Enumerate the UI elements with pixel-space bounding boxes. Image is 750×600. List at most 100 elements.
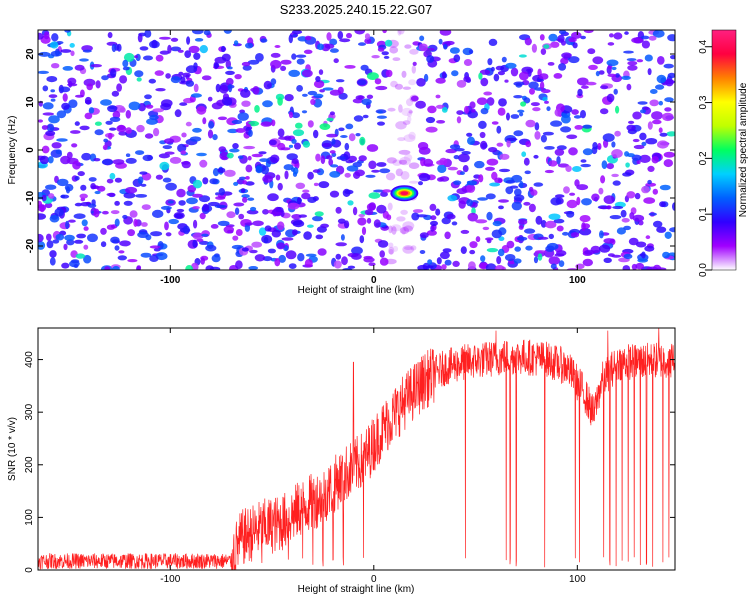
heatmap-cell <box>606 59 619 67</box>
heatmap-cell <box>518 54 527 58</box>
heatmap-cell <box>554 108 562 117</box>
snr-y-ticks: 0 100 200 300 400 <box>24 351 675 573</box>
heatmap-cell <box>46 76 58 83</box>
snr-x-ticks: -100 0 100 <box>160 328 586 585</box>
heatmap-cell <box>186 197 198 205</box>
heatmap-cell <box>501 56 507 63</box>
heatmap-cell <box>487 58 493 66</box>
heatmap-cell <box>250 206 257 212</box>
heatmap-cell <box>538 73 549 80</box>
heatmap-cell <box>444 259 452 266</box>
heatmap-cell <box>360 64 369 71</box>
heatmap-cell <box>439 157 448 165</box>
heatmap-cell <box>303 231 312 240</box>
heatmap-cell <box>479 131 486 139</box>
heatmap-cell <box>606 163 614 170</box>
heatmap-cell <box>429 203 437 211</box>
heatmap-cell <box>277 221 285 231</box>
heatmap-cell <box>570 232 580 238</box>
heatmap-cell <box>652 119 662 125</box>
heatmap-cell <box>458 200 466 209</box>
heatmap-cell <box>87 203 97 208</box>
heatmap-cell <box>352 206 358 216</box>
heatmap-cell <box>510 67 519 77</box>
heatmap-cell <box>528 203 536 213</box>
heatmap-cell <box>102 144 108 151</box>
heatmap-cell <box>611 254 622 258</box>
heatmap-cell <box>456 110 464 115</box>
heatmap-cell <box>410 245 417 251</box>
heatmap-cell <box>451 221 458 226</box>
heatmap-cell <box>494 177 503 184</box>
heatmap-cell <box>346 32 352 39</box>
heatmap-cell <box>411 65 416 74</box>
heatmap-cell <box>597 142 602 151</box>
heatmap-cell <box>592 56 604 65</box>
heatmap-cell <box>64 234 75 241</box>
heatmap-cell <box>494 265 505 270</box>
heatmap-cell <box>388 246 395 255</box>
heatmap-cell <box>485 193 496 200</box>
heatmap-cell <box>453 54 461 63</box>
heatmap-cell <box>90 183 96 190</box>
heatmap-cell <box>114 245 120 251</box>
heatmap-cell <box>122 59 129 68</box>
heatmap-cell <box>70 130 81 134</box>
heatmap-cell <box>285 250 297 260</box>
heatmap-cell <box>550 41 560 48</box>
heatmap-cell <box>506 139 511 148</box>
heatmap-cell <box>376 115 387 119</box>
heatmap-cell <box>68 219 76 223</box>
heatmap-cell <box>185 121 192 127</box>
heatmap-cell <box>62 66 74 71</box>
heatmap-cell <box>653 220 663 228</box>
heatmap-cell <box>140 252 152 258</box>
heatmap-cell <box>313 93 324 99</box>
heatmap-cell <box>114 200 120 206</box>
heatmap-cell <box>153 127 160 137</box>
heatmap-cell <box>277 97 283 106</box>
heatmap-cell <box>223 30 232 34</box>
heatmap-cell <box>486 97 495 106</box>
heatmap-cell <box>466 132 473 137</box>
heatmap-cell <box>81 219 88 227</box>
heatmap-cell <box>127 229 135 237</box>
heatmap-cell <box>149 114 159 120</box>
heatmap-cell <box>324 43 335 49</box>
heatmap-cell <box>178 200 186 206</box>
snr-series-line <box>38 328 675 570</box>
heatmap-cell <box>181 132 187 138</box>
heatmap-cell <box>657 56 665 65</box>
heatmap-cell <box>397 137 406 142</box>
heatmap-cell <box>403 153 413 162</box>
heatmap-cell <box>582 258 593 267</box>
heatmap-cell <box>215 83 221 93</box>
heatmap-cell <box>366 72 379 80</box>
heatmap-cell <box>330 164 339 168</box>
heatmap-cell <box>82 49 92 53</box>
heatmap-cell <box>288 111 294 119</box>
heatmap-cell <box>46 240 54 249</box>
colorbar-ticks: 0.0 0.1 0.2 0.3 0.4 <box>698 39 712 277</box>
heatmap-cell <box>436 257 442 265</box>
heatmap-cell <box>94 121 102 126</box>
heatmap-cell <box>416 214 428 218</box>
heatmap-cell <box>396 216 406 222</box>
heatmap-cell <box>458 153 470 163</box>
heatmap-cell <box>315 234 324 240</box>
heatmap-cell <box>38 204 47 212</box>
heatmap-cell <box>410 95 419 102</box>
heatmap-cell <box>103 138 109 143</box>
heatmap-cell <box>438 38 443 45</box>
heatmap-cell <box>583 30 594 34</box>
heatmap-cell <box>657 140 669 149</box>
heatmap-cell <box>245 42 254 49</box>
heatmap-cell <box>359 235 365 244</box>
heatmap-cell <box>531 43 538 53</box>
heatmap-cell <box>154 70 164 76</box>
heatmap-cell <box>284 135 292 141</box>
heatmap-cell <box>453 180 462 185</box>
heatmap-cell <box>237 155 244 159</box>
heatmap-cell <box>544 146 555 150</box>
heatmap-cell <box>229 148 240 153</box>
